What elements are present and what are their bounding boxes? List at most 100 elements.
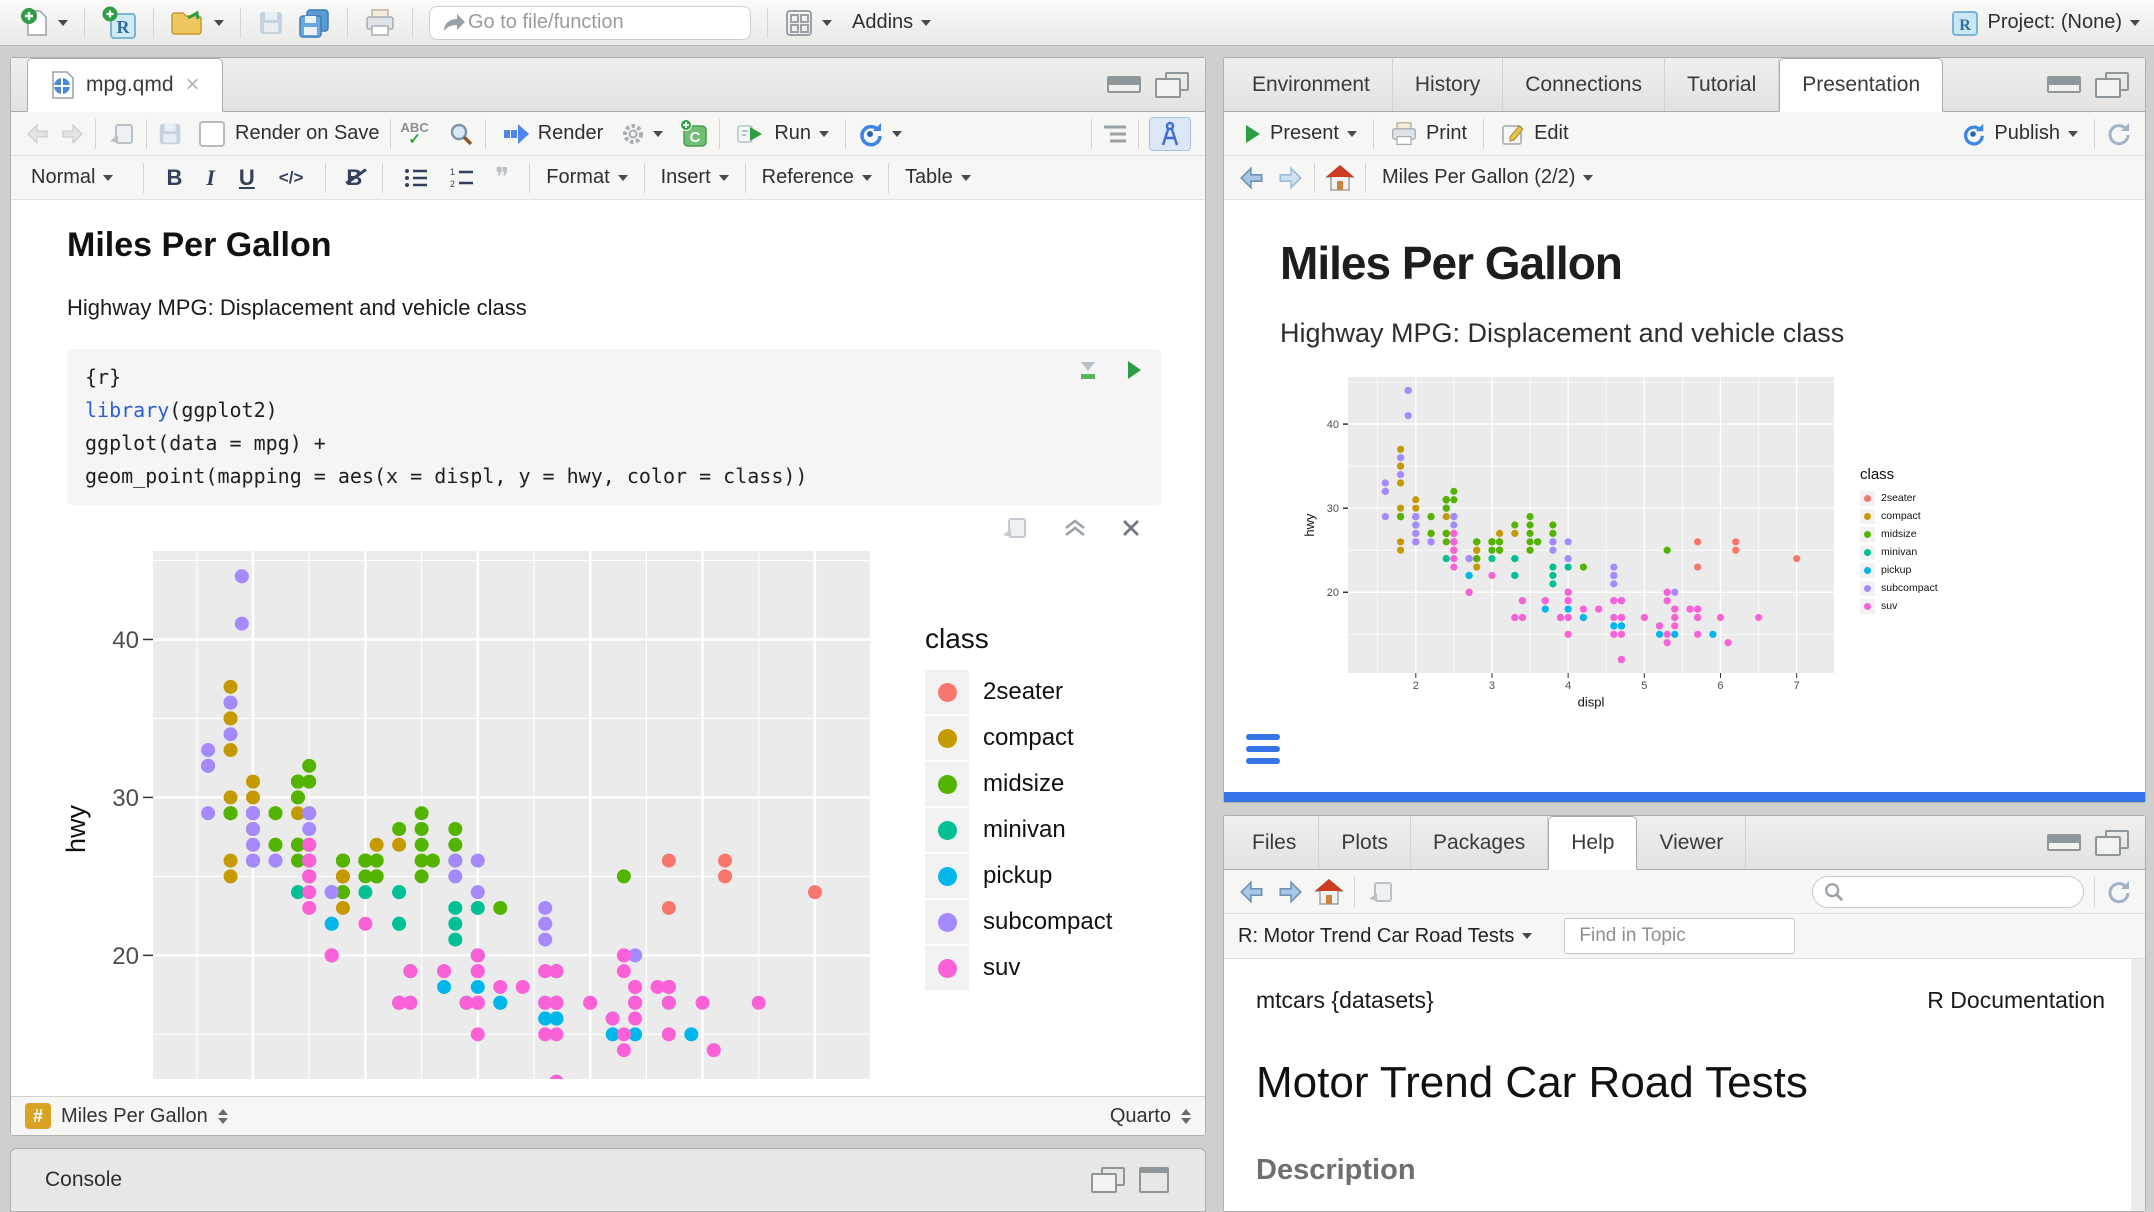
back-icon[interactable] (25, 122, 51, 146)
tab-viewer[interactable]: Viewer (1637, 816, 1747, 869)
maximize-pane-icon[interactable] (2095, 829, 2129, 856)
underline-button[interactable]: U (238, 164, 255, 190)
svg-text:6: 6 (1717, 680, 1723, 692)
maximize-pane-icon[interactable] (1155, 71, 1189, 98)
search-icon[interactable] (447, 120, 475, 148)
popout-icon[interactable] (106, 121, 136, 147)
render-on-save-checkbox[interactable] (199, 120, 225, 147)
rerun-caret-icon[interactable] (892, 130, 903, 137)
reference-menu[interactable]: Reference (756, 162, 878, 193)
goto-file-input[interactable] (466, 10, 740, 35)
document-editor[interactable]: Miles Per Gallon Highway MPG: Displaceme… (11, 200, 1205, 1096)
bold-button[interactable]: B (166, 164, 183, 190)
nav-forward-icon[interactable] (1276, 165, 1304, 191)
rerun-icon[interactable] (856, 121, 884, 147)
table-menu[interactable]: Table (899, 162, 977, 193)
spellcheck-icon[interactable]: ABC ✓ (400, 119, 429, 148)
open-file-button[interactable] (164, 4, 230, 42)
project-menu[interactable]: R Project: (None) (1950, 8, 2140, 38)
help-popout-icon[interactable] (1365, 879, 1395, 905)
render-settings-gear-icon[interactable] (621, 122, 645, 146)
slide-menu-icon[interactable] (1246, 734, 1280, 764)
save-button[interactable] (251, 5, 291, 41)
save-icon[interactable] (157, 121, 183, 147)
find-in-topic-box[interactable] (1564, 918, 1796, 954)
save-all-button[interactable] (291, 4, 337, 42)
tab-history[interactable]: History (1393, 58, 1504, 111)
blockquote-button[interactable]: ❞ (495, 162, 510, 192)
tab-presentation[interactable]: Presentation (1779, 58, 1944, 112)
help-home-icon[interactable] (1314, 878, 1344, 906)
tab-mpg-qmd[interactable]: mpg.qmd × (27, 58, 223, 112)
run-current-chunk-icon[interactable] (1125, 359, 1143, 381)
new-file-caret-icon[interactable] (58, 19, 68, 26)
publish-button[interactable]: Publish (1954, 117, 2084, 151)
clear-output-icon[interactable] (1121, 518, 1141, 538)
open-file-caret-icon[interactable] (214, 19, 224, 26)
print-presentation-button[interactable]: Print (1384, 117, 1473, 151)
collapse-output-icon[interactable] (1063, 518, 1087, 538)
tab-packages[interactable]: Packages (1411, 816, 1549, 869)
refresh-icon[interactable] (2105, 121, 2131, 147)
minimize-pane-icon[interactable] (2047, 834, 2081, 851)
forward-icon[interactable] (59, 122, 85, 146)
help-forward-icon[interactable] (1276, 879, 1304, 905)
edit-presentation-button[interactable]: Edit (1494, 117, 1574, 151)
help-search-box[interactable] (1812, 875, 2084, 908)
paragraph-style-menu[interactable]: Normal (25, 162, 119, 193)
code-button[interactable]: </> (278, 167, 304, 187)
bullet-list-button[interactable] (403, 167, 429, 189)
tab-plots[interactable]: Plots (1319, 816, 1412, 869)
doc-mode-icon[interactable] (1181, 1108, 1191, 1124)
format-menu[interactable]: Format (540, 162, 633, 193)
addins-menu[interactable]: Addins (838, 7, 937, 38)
divider (1138, 118, 1139, 149)
insert-chunk-icon[interactable]: C (679, 118, 709, 149)
outline-icon[interactable] (1102, 123, 1128, 145)
minimize-pane-icon[interactable] (2047, 76, 2081, 93)
slide-navigation-menu[interactable]: Miles Per Gallon (2/2) (1376, 162, 1599, 193)
print-button[interactable] (358, 4, 402, 42)
visual-editor-toggle[interactable] (1149, 116, 1191, 151)
maximize-pane-icon[interactable] (2095, 71, 2129, 98)
run-chunks-above-icon[interactable] (1077, 359, 1099, 381)
tab-tutorial[interactable]: Tutorial (1665, 58, 1780, 111)
find-in-topic-input[interactable] (1577, 924, 1783, 948)
run-button[interactable]: Run (730, 118, 835, 150)
tab-environment[interactable]: Environment (1230, 58, 1393, 111)
pane-layout-caret-icon[interactable] (822, 19, 832, 26)
help-back-icon[interactable] (1238, 879, 1266, 905)
pane-layout-button[interactable] (778, 4, 838, 42)
tab-help[interactable]: Help (1548, 816, 1638, 870)
goto-file-search[interactable] (429, 5, 751, 40)
minimize-pane-icon[interactable] (1107, 76, 1141, 93)
help-document[interactable]: mtcars {datasets} R Documentation Motor … (1224, 959, 2145, 1211)
help-search-input[interactable] (1851, 880, 2073, 903)
nav-back-icon[interactable] (1238, 165, 1266, 191)
new-project-button[interactable]: R (95, 2, 143, 44)
italic-button[interactable]: I (206, 164, 215, 190)
topic-history-menu[interactable]: R: Motor Trend Car Road Tests (1238, 921, 1538, 952)
console-maximize-icon[interactable] (1139, 1167, 1169, 1193)
insert-menu[interactable]: Insert (655, 162, 735, 193)
help-refresh-icon[interactable] (2105, 879, 2131, 905)
home-icon[interactable] (1325, 164, 1355, 192)
output-popout-icon[interactable] (999, 515, 1029, 541)
doc-mode-label[interactable]: Quarto (1109, 1104, 1171, 1127)
tab-connections[interactable]: Connections (1503, 58, 1665, 111)
section-jump-label[interactable]: Miles Per Gallon (61, 1104, 208, 1127)
render-button[interactable]: Render (496, 118, 610, 150)
presentation-viewer[interactable]: Miles Per Gallon Highway MPG: Displaceme… (1224, 200, 2145, 792)
tab-files[interactable]: Files (1230, 816, 1320, 869)
close-icon[interactable]: × (185, 71, 200, 98)
console-title[interactable]: Console (45, 1168, 123, 1191)
section-jump-icon[interactable] (217, 1108, 228, 1124)
render-settings-caret-icon[interactable] (653, 130, 664, 137)
code-chunk[interactable]: {r} library(ggplot2) ggplot(data = mpg) + … (67, 349, 1161, 505)
console-popout-icon[interactable] (1091, 1167, 1125, 1193)
new-file-button[interactable] (14, 3, 74, 43)
present-button[interactable]: Present (1238, 118, 1363, 149)
divider (1372, 118, 1374, 149)
clear-formatting-button[interactable]: B (346, 164, 363, 190)
